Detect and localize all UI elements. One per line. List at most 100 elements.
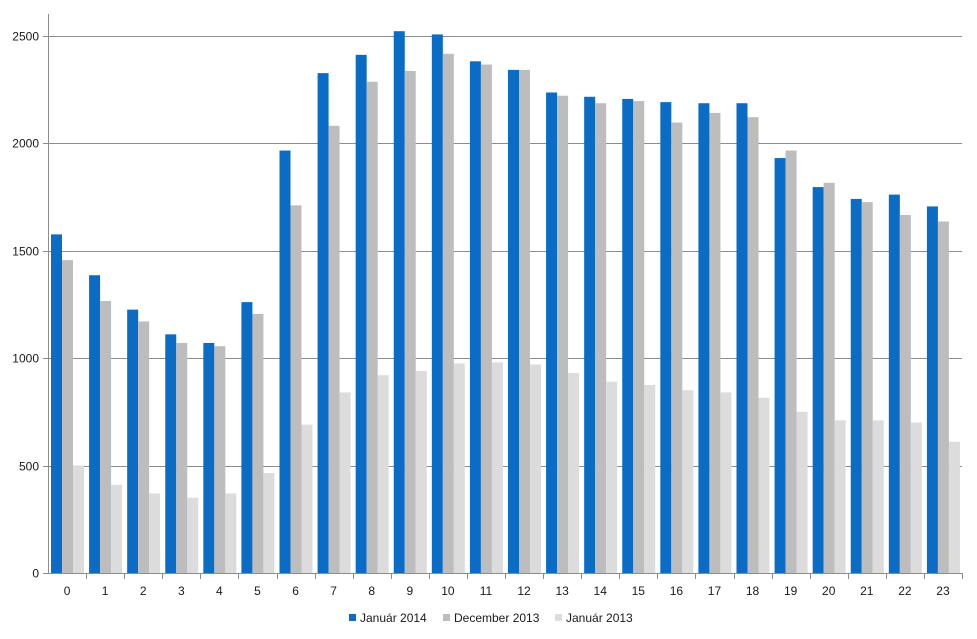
bar-december-2013-20: [823, 182, 835, 573]
bar-januar-2014-3: [165, 334, 177, 573]
bar-december-2013-17: [709, 112, 721, 574]
bar-januar-2014-0: [51, 234, 62, 574]
bar-januar-2013-5: [263, 473, 275, 573]
bar-januar-2014-1: [89, 275, 101, 573]
bar-december-2013-16: [671, 122, 683, 573]
bar-januar-2013-2: [149, 493, 161, 573]
bar-januar-2014-15: [622, 98, 634, 574]
bars: [51, 31, 960, 574]
x-tick-label: 10: [441, 584, 455, 598]
bar-januar-2014-12: [508, 69, 519, 574]
bar-januar-2013-16: [682, 390, 694, 573]
bar-december-2013-13: [557, 95, 569, 573]
x-tick-label: 2: [140, 584, 147, 598]
x-axis-ticks: 0 1 2 3 4 5 6 7 8 9 10 11 12 13 14 15 16 17 18 19 20 21 22 23: [64, 584, 950, 598]
legend-label: Január 2013: [566, 611, 633, 625]
x-tick-label: 3: [178, 584, 185, 598]
x-tick-label: 13: [555, 584, 569, 598]
bar-januar-2014-4: [203, 342, 215, 573]
bar-januar-2013-10: [453, 363, 465, 574]
x-tick-label: 14: [594, 584, 608, 598]
y-axis-ticks: 0 500 1000 1500 2000 2500: [12, 30, 39, 581]
bar-januar-2013-8: [377, 375, 389, 573]
legend: Január 2014 December 2013 Január 2013: [349, 611, 633, 625]
legend-swatch: [555, 614, 562, 621]
legend-label: December 2013: [454, 611, 540, 625]
x-tick-label: 21: [860, 584, 874, 598]
gridlines: [48, 36, 962, 467]
x-tick-label: 15: [632, 584, 646, 598]
bar-januar-2013-1: [111, 484, 123, 573]
y-tick-label: 500: [19, 460, 39, 474]
bar-januar-2013-13: [568, 373, 580, 573]
y-tick-label: 1000: [12, 352, 39, 366]
x-tick-label: 20: [822, 584, 836, 598]
x-tick-label: 1: [102, 584, 109, 598]
bar-december-2013-8: [366, 81, 378, 573]
x-tick-label: 6: [292, 584, 299, 598]
bar-december-2013-11: [480, 64, 492, 573]
bar-januar-2014-13: [546, 92, 558, 573]
axes: [43, 14, 963, 579]
bar-januar-2014-10: [431, 34, 443, 574]
bar-januar-2014-6: [279, 150, 291, 573]
bar-januar-2014-2: [127, 309, 139, 574]
x-tick-label: 4: [216, 584, 223, 598]
bar-december-2013-2: [138, 321, 150, 573]
bar-januar-2013-23: [948, 441, 960, 573]
bar-december-2013-21: [861, 202, 873, 574]
bar-januar-2013-6: [301, 424, 313, 573]
y-tick-label: 1500: [12, 245, 39, 259]
x-tick-label: 5: [254, 584, 261, 598]
bar-januar-2013-18: [758, 397, 770, 573]
bar-januar-2014-22: [888, 194, 900, 573]
bar-januar-2014-7: [317, 73, 329, 574]
bar-januar-2013-21: [872, 420, 884, 573]
bar-januar-2014-21: [850, 198, 862, 573]
bar-december-2013-4: [214, 346, 226, 573]
bar-januar-2014-16: [660, 102, 672, 574]
y-tick-label: 0: [32, 567, 39, 581]
x-tick-label: 0: [64, 584, 71, 598]
y-tick-label: 2500: [12, 30, 39, 44]
bar-december-2013-5: [252, 313, 264, 573]
bar-december-2013-19: [785, 150, 797, 573]
bar-januar-2014-11: [469, 61, 481, 574]
bar-januar-2013-20: [834, 420, 846, 573]
bar-januar-2014-8: [355, 54, 367, 574]
legend-label: Január 2014: [360, 611, 427, 625]
bar-januar-2013-14: [606, 381, 618, 573]
x-tick-label: 9: [406, 584, 413, 598]
bar-januar-2014-23: [926, 206, 938, 573]
bar-december-2013-1: [100, 301, 112, 573]
bar-januar-2013-19: [796, 411, 808, 573]
x-tick-label: 22: [898, 584, 912, 598]
bar-januar-2013-22: [910, 422, 922, 573]
bar-december-2013-18: [747, 117, 759, 573]
bar-januar-2014-19: [774, 158, 786, 574]
bar-december-2013-9: [404, 70, 416, 573]
bar-december-2013-14: [595, 103, 607, 573]
bar-december-2013-6: [290, 205, 302, 573]
legend-swatch: [443, 614, 450, 621]
bar-januar-2014-18: [736, 103, 748, 573]
y-tick-label: 2000: [12, 137, 39, 151]
x-tick-label: 18: [746, 584, 760, 598]
x-tick-label: 11: [480, 584, 493, 598]
bar-januar-2014-17: [698, 103, 710, 573]
bar-december-2013-12: [519, 69, 530, 574]
bar-december-2013-3: [176, 342, 188, 573]
bar-januar-2013-7: [339, 392, 351, 573]
bar-januar-2014-9: [393, 31, 405, 573]
x-tick-label: 12: [517, 584, 531, 598]
bar-december-2013-22: [899, 215, 911, 573]
bar-januar-2013-12: [530, 364, 541, 573]
bar-januar-2013-11: [491, 362, 503, 573]
bar-januar-2013-4: [225, 493, 237, 573]
bar-december-2013-23: [937, 221, 949, 574]
bar-januar-2014-5: [241, 302, 253, 573]
bar-december-2013-0: [62, 260, 73, 573]
x-tick-label: 8: [368, 584, 375, 598]
x-tick-label: 23: [936, 584, 950, 598]
